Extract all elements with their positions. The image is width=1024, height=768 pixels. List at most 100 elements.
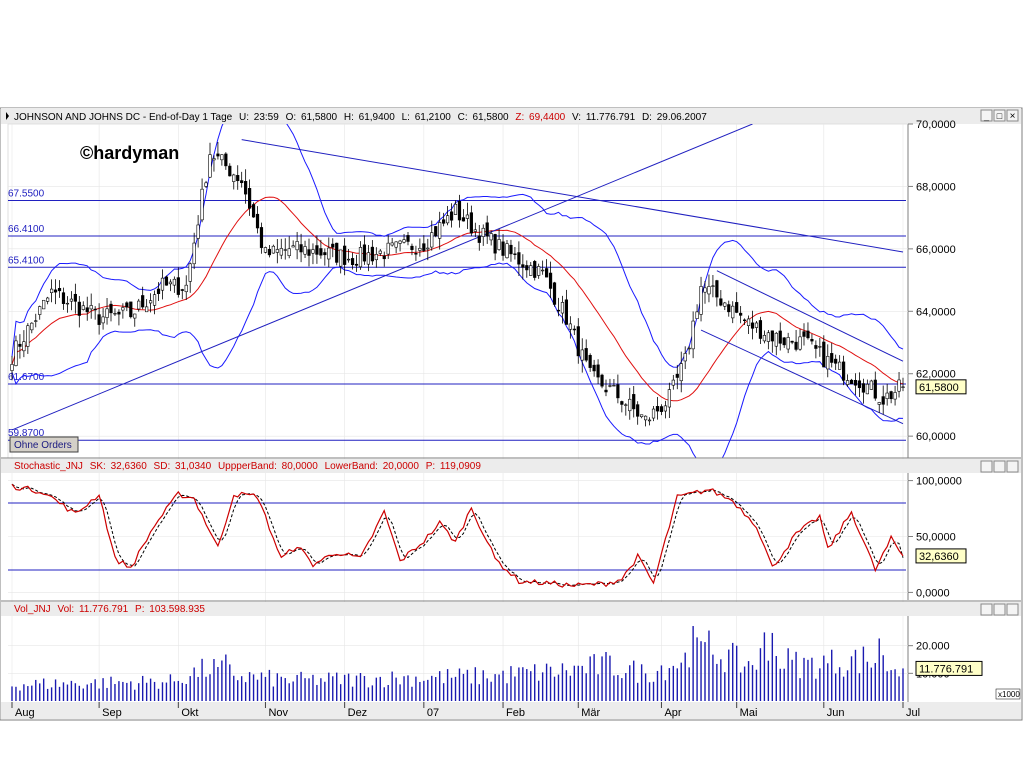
price-tick-label: 64,0000	[916, 306, 956, 318]
candle	[501, 234, 505, 261]
candle	[723, 301, 727, 311]
candle	[358, 241, 363, 270]
volume-badge-value: 11.776.791	[919, 663, 973, 675]
candle	[46, 296, 50, 305]
close-icon: ×	[1010, 111, 1016, 122]
stoch-maximize-button[interactable]	[993, 460, 1006, 473]
candle	[735, 292, 739, 314]
candle	[695, 304, 699, 319]
orders-button[interactable]	[9, 436, 79, 453]
vol-maximize-button[interactable]	[993, 603, 1006, 616]
candle	[378, 249, 382, 257]
candle	[188, 262, 192, 293]
stoch-badge: 32,6360	[915, 548, 967, 564]
candle	[465, 202, 470, 230]
candle	[762, 330, 766, 344]
stoch-tick-label: 100,0000	[916, 476, 962, 488]
candle	[849, 378, 854, 384]
candle	[509, 239, 513, 262]
candle	[34, 313, 38, 328]
stoch-title: Stochastic_JNJ SK: 32,6360 SD: 31,0340 U…	[14, 461, 481, 472]
price-window-buttons: _ □ ×	[980, 109, 1019, 122]
candle	[841, 355, 846, 386]
candle	[69, 291, 73, 311]
candle	[643, 415, 648, 427]
candle	[691, 311, 695, 359]
candle	[133, 313, 137, 327]
candle	[49, 279, 54, 303]
volume-scale-note: x1000	[998, 690, 1020, 699]
candle	[742, 318, 747, 326]
candle	[390, 237, 394, 247]
candle	[802, 323, 806, 346]
candle	[10, 355, 14, 381]
candle	[208, 142, 212, 178]
vol-close-button[interactable]	[1006, 603, 1019, 616]
price-tick-label: 70,0000	[916, 119, 956, 131]
candle	[125, 301, 129, 311]
candle	[758, 316, 763, 344]
candle	[426, 238, 430, 261]
candle	[754, 321, 759, 333]
stoch-minimize-button[interactable]	[980, 460, 993, 473]
candle	[61, 287, 66, 310]
candle	[715, 279, 719, 307]
candle	[711, 275, 715, 298]
candle	[901, 377, 905, 392]
minimize-button[interactable]	[980, 109, 993, 122]
candle	[687, 345, 691, 355]
stoch-close-button[interactable]	[1006, 460, 1019, 473]
candle	[291, 240, 295, 248]
candle	[560, 295, 565, 324]
maximize-button[interactable]	[993, 109, 1006, 122]
candle	[790, 340, 794, 345]
candle	[632, 386, 636, 418]
candle	[647, 417, 652, 426]
candle	[636, 401, 640, 425]
candle	[204, 180, 208, 188]
candle	[402, 233, 406, 244]
candle	[845, 374, 850, 387]
volume-bars	[11, 626, 904, 701]
candle	[346, 249, 351, 263]
trendline	[716, 270, 904, 362]
candle	[707, 274, 711, 303]
candle	[311, 243, 315, 265]
candle	[521, 254, 525, 280]
candle	[818, 337, 822, 357]
candle	[774, 331, 778, 356]
trendlines	[11, 124, 904, 431]
candle	[248, 179, 252, 216]
candle	[414, 245, 418, 261]
candle	[541, 260, 545, 275]
stoch-badge-value: 32,6360	[919, 551, 959, 563]
candle	[766, 330, 770, 350]
candle	[168, 279, 173, 292]
collapse-arrow-icon[interactable]	[6, 112, 9, 120]
candle	[307, 238, 311, 267]
vol-minimize-button[interactable]	[980, 603, 993, 616]
stoch-tick-label: 50,0000	[916, 532, 956, 544]
volume-title: Vol_JNJ Vol: 11.776.791 P: 103.598.935	[14, 604, 205, 615]
candle	[461, 209, 466, 222]
candle	[699, 276, 703, 322]
candle	[398, 239, 402, 252]
close-button[interactable]	[1006, 109, 1019, 122]
candle	[251, 202, 256, 218]
candle	[164, 275, 169, 286]
candle	[683, 346, 687, 370]
candle	[18, 334, 22, 359]
candle	[232, 173, 236, 190]
candle	[81, 301, 85, 311]
candle	[263, 246, 268, 254]
candle	[727, 300, 731, 317]
volume-title-bar	[1, 602, 1021, 616]
candle	[362, 235, 367, 265]
candle	[271, 244, 275, 254]
candle	[671, 374, 675, 390]
candle	[259, 222, 264, 254]
level-label: 67.5500	[8, 188, 45, 199]
price-title: JOHNSON AND JOHNS DC - End-of-Day 1 Tage…	[14, 112, 707, 123]
candle	[853, 373, 858, 396]
month-label: Mär	[581, 707, 600, 719]
